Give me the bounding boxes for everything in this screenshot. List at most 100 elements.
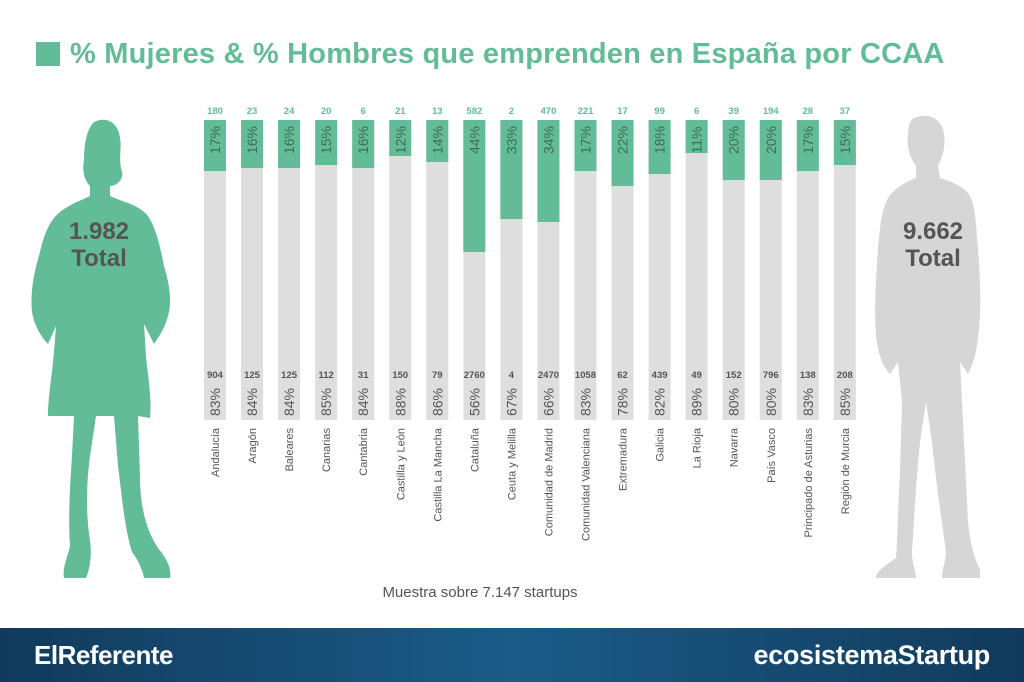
category-label: Principado de Asturias [803,428,815,538]
count-mujeres: 28 [803,106,814,117]
count-hombres: 1058 [575,370,596,381]
label-mujeres: 14% [429,126,445,154]
count-hombres: 2760 [464,370,485,381]
bar-mujeres [685,120,708,153]
bar-mujeres [759,120,782,180]
bar-mujeres [463,120,486,252]
category-label: Cantabria [358,427,370,476]
bar-hombres [722,120,745,420]
count-hombres: 439 [652,370,668,381]
label-mujeres: 33% [503,126,519,154]
label-hombres: 78% [615,388,631,416]
bar-hombres [278,120,301,420]
label-mujeres: 11% [689,127,705,154]
bar-hombres [796,120,819,420]
label-hombres: 83% [578,388,594,416]
count-hombres: 4 [509,370,515,381]
count-mujeres: 39 [728,106,739,117]
category-label: País Vasco [766,428,778,483]
count-mujeres: 20 [321,106,332,117]
bar-hombres [352,120,375,420]
elreferente-logo: ElReferente [34,640,174,670]
label-hombres: 56% [466,388,482,416]
category-label: Castilla La Mancha [432,427,444,521]
bar-mujeres [648,120,671,174]
women-total-value: 1.982 [68,218,130,245]
women-total: 1.982 Total [44,218,154,272]
label-mujeres: 16% [355,126,371,154]
count-hombres: 31 [358,370,369,381]
woman-silhouette-icon [31,119,171,579]
count-hombres: 152 [726,370,742,381]
bar-mujeres [278,120,301,168]
bar-hombres [685,120,708,420]
category-label: Baleares [284,428,296,472]
category-label: Canarias [321,428,333,473]
label-hombres: 88% [392,388,408,416]
category-label: Comunidad Valenciana [581,427,593,541]
label-mujeres: 20% [763,126,779,154]
bar-hombres [759,120,782,420]
label-hombres: 84% [355,388,371,416]
label-hombres: 83% [207,388,223,416]
bar-hombres [611,120,634,420]
category-label: Región de Murcia [840,427,852,514]
bar-hombres [426,120,449,420]
bar-hombres [648,120,671,420]
bar-mujeres [537,120,560,222]
label-hombres: 82% [652,388,668,416]
label-mujeres: 12% [392,126,408,154]
count-hombres: 138 [800,370,816,381]
category-label: Andalucía [210,427,222,477]
label-mujeres: 16% [244,126,260,154]
label-hombres: 84% [281,388,297,416]
label-hombres: 85% [837,388,853,416]
label-mujeres: 17% [800,126,816,154]
category-label: Ceuta y Melilla [506,427,518,500]
category-label: Navarra [729,427,741,467]
bar-mujeres [500,120,523,219]
label-hombres: 89% [689,388,705,416]
ecosistemastartup-logo: ecosistemaStartup [753,640,991,670]
count-mujeres: 23 [247,106,258,117]
count-mujeres: 13 [432,106,443,117]
count-hombres: 79 [432,370,443,381]
count-hombres: 125 [281,370,298,381]
count-mujeres: 194 [763,106,780,117]
label-hombres: 84% [244,388,260,416]
count-hombres: 49 [691,370,702,381]
bar-hombres [315,120,338,420]
label-mujeres: 17% [207,126,223,154]
label-hombres: 83% [800,388,816,416]
bar-mujeres [241,120,264,168]
title-color-swatch [36,42,60,66]
men-total: 9.662 Total [878,218,988,272]
men-total-value: 9.662 [902,218,964,245]
category-label: Comunidad de Madrid [543,428,555,536]
count-mujeres: 17 [617,106,628,117]
bar-mujeres [204,120,226,171]
count-mujeres: 2 [509,106,514,117]
label-mujeres: 15% [837,126,853,154]
bar-mujeres [352,120,375,168]
bar-hombres [574,120,597,420]
count-mujeres: 582 [466,106,482,117]
category-label: Extremadura [618,427,630,491]
bar-hombres [204,120,226,420]
bar-hombres [241,120,264,420]
bar-hombres [833,120,856,420]
label-mujeres: 18% [652,126,668,154]
category-label: Castilla y León [395,428,407,500]
count-hombres: 62 [617,370,628,381]
bar-mujeres [833,120,856,165]
man-silhouette-icon [875,115,981,579]
sample-note: Muestra sobre 7.147 startups [382,584,578,601]
bar-mujeres [574,120,597,171]
label-mujeres: 20% [726,126,742,154]
label-hombres: 80% [763,388,779,416]
count-mujeres: 24 [284,106,295,117]
count-hombres: 125 [244,370,261,381]
count-mujeres: 37 [840,106,851,117]
count-hombres: 2470 [538,370,559,381]
category-label: Cataluña [469,427,481,472]
